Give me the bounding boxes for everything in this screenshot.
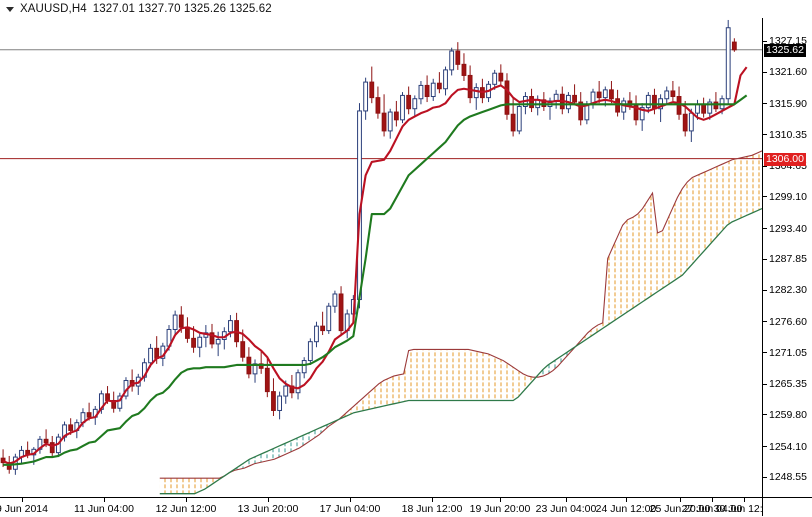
time-tick-mark [186, 498, 187, 502]
price-axis[interactable]: 1332.851327.151321.601315.901310.351304.… [762, 0, 812, 497]
symbol-bar: XAUUSD,H4 1327.01 1327.70 1325.26 1325.6… [0, 0, 812, 18]
time-axis[interactable]: 9 Jun 2014 11 Jun 04:00 12 Jun 12:00 13 Jun… [0, 497, 774, 516]
time-tick-mark [744, 498, 745, 502]
price-plot[interactable] [0, 0, 762, 497]
price-tick-label: 1282.30 [769, 284, 807, 297]
axis-corner [762, 497, 812, 516]
price-tick: 1254.10 [763, 441, 807, 453]
senkou-span-lines [159, 150, 762, 495]
price-tick: 1276.60 [763, 316, 807, 328]
time-tick-label: 19 Jun 20:00 [469, 503, 531, 515]
price-tick-label: 1271.05 [769, 346, 807, 359]
price-tick: 1299.10 [763, 191, 807, 203]
time-tick-mark [712, 498, 713, 502]
price-tick-label: 1276.60 [769, 315, 807, 328]
price-tick-label: 1254.10 [769, 440, 807, 453]
tick-mark [763, 383, 767, 385]
price-tick-label: 1310.35 [769, 128, 807, 141]
tick-mark [763, 258, 767, 260]
plot-canvas [0, 19, 762, 495]
tick-mark [763, 134, 767, 135]
ichimoku-cloud [159, 150, 762, 494]
time-tick-mark [680, 498, 681, 502]
tick-mark [763, 228, 767, 230]
time-tick-mark [566, 498, 567, 502]
price-tick: 1265.35 [763, 378, 807, 390]
time-tick-label: 30 Jun 12:00 [713, 503, 775, 515]
price-tick-label: 1259.80 [769, 408, 807, 421]
price-tick-label: 1248.55 [769, 471, 807, 484]
time-tick-label: 24 Jun 12:00 [595, 503, 657, 515]
price-tick-label: 1321.60 [769, 66, 807, 79]
price-tick: 1310.35 [763, 129, 807, 141]
tick-mark [763, 321, 767, 323]
price-tick: 1321.60 [763, 66, 807, 78]
time-tick-mark [104, 498, 105, 502]
tick-mark [763, 446, 767, 448]
horizontal-lines [0, 49, 762, 160]
time-tick-label: 9 Jun 2014 [0, 503, 48, 515]
tick-mark [763, 289, 767, 291]
time-tick-label: 23 Jun 04:00 [535, 503, 597, 515]
tick-mark [763, 103, 767, 105]
time-tick-label: 25 Jun 20:00 [649, 503, 711, 515]
tick-mark [763, 476, 767, 478]
price-tick: 1282.30 [763, 284, 807, 296]
time-tick-label: 13 Jun 20:00 [237, 503, 299, 515]
tick-mark [763, 40, 767, 42]
price-tick-label: 1287.85 [769, 253, 807, 266]
tick-mark [763, 196, 767, 198]
tick-mark [763, 352, 767, 353]
kijun-sen-line [3, 94, 748, 466]
time-tick-mark [268, 498, 269, 502]
price-tick: 1315.90 [763, 98, 807, 110]
time-tick-mark [626, 498, 627, 502]
price-tick: 1248.55 [763, 471, 807, 483]
tick-mark [763, 165, 767, 167]
last-price-badge[interactable]: 1325.62 [764, 43, 806, 57]
time-tick-label: 12 Jun 12:00 [155, 503, 217, 515]
price-tick-label: 1315.90 [769, 97, 807, 110]
time-tick-mark [350, 498, 351, 502]
time-tick-mark [22, 498, 23, 502]
level-line-badge[interactable]: 1306.00 [764, 152, 806, 166]
chevron-down-icon[interactable] [6, 7, 14, 12]
price-tick: 1293.40 [763, 223, 807, 235]
time-tick-label: 17 Jun 04:00 [319, 503, 381, 515]
candlestick-series [0, 19, 737, 475]
price-tick: 1259.80 [763, 409, 807, 421]
symbol-label: XAUUSD,H4 [20, 3, 87, 15]
ohlc-label: 1327.01 1327.70 1325.26 1325.62 [92, 3, 272, 15]
price-tick: 1287.85 [763, 253, 807, 265]
time-tick-label: 27 Jun 04:00 [681, 503, 743, 515]
tick-mark [763, 71, 767, 73]
price-tick-label: 1299.10 [769, 190, 807, 203]
price-tick-label: 1265.35 [769, 378, 807, 391]
price-tick-label: 1293.40 [769, 222, 807, 235]
tick-mark [763, 414, 767, 416]
time-tick-label: 11 Jun 04:00 [74, 503, 134, 515]
time-tick-mark [500, 498, 501, 502]
price-tick: 1271.05 [763, 347, 807, 359]
time-tick-label: 18 Jun 12:00 [401, 503, 463, 515]
time-tick-mark [432, 498, 433, 502]
